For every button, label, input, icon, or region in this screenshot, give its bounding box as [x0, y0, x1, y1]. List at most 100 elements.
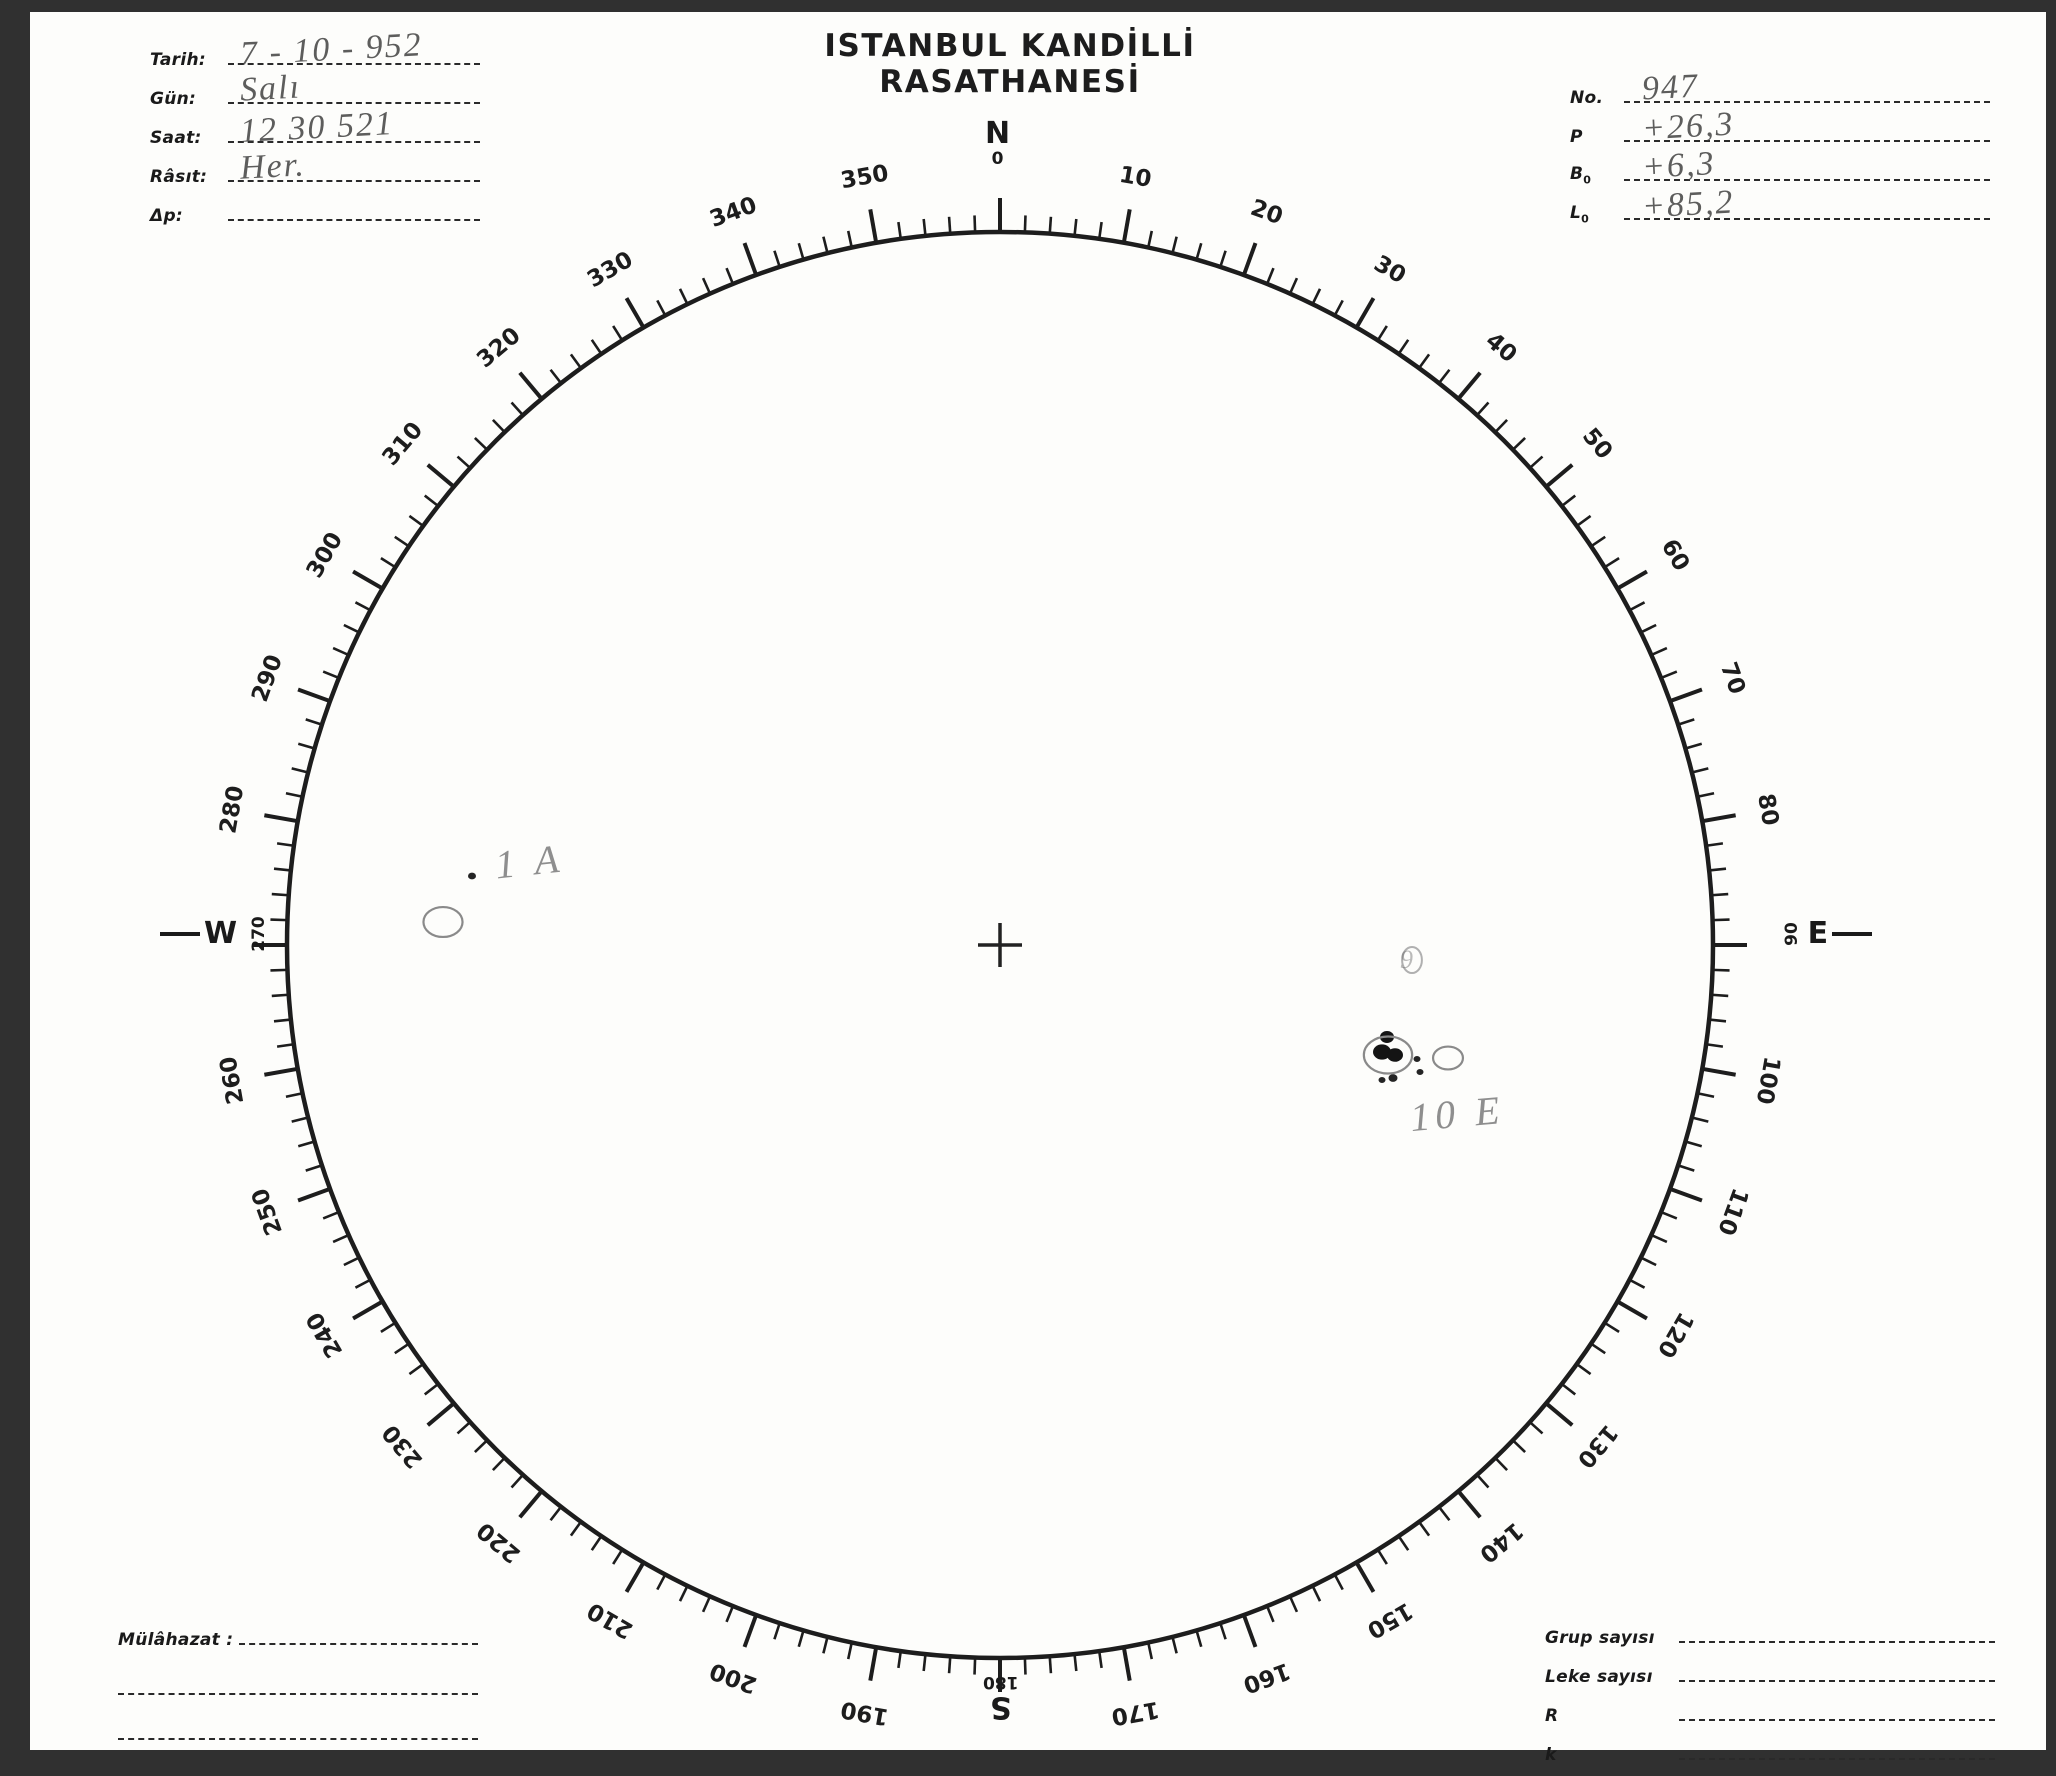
degree-label: 240	[302, 1307, 349, 1362]
scale-tick-minor	[394, 535, 410, 548]
observation-field-input[interactable]	[228, 140, 480, 143]
scale-tick-minor	[270, 918, 288, 922]
scale-tick-minor	[822, 236, 829, 254]
scale-tick-major	[264, 813, 299, 824]
scale-tick-minor	[1697, 791, 1715, 799]
degree-label: 120	[1652, 1307, 1699, 1362]
scale-tick-minor	[1437, 1506, 1451, 1522]
observation-field-input[interactable]	[228, 62, 480, 65]
scale-tick-minor	[456, 455, 472, 469]
scale-tick-minor	[1376, 325, 1388, 342]
solar-parameter-input[interactable]	[1624, 178, 1990, 181]
center-crosshair	[978, 923, 1022, 967]
scale-tick-minor	[456, 1421, 472, 1435]
count-field-input[interactable]	[1679, 1757, 1995, 1760]
scale-tick-minor	[322, 670, 340, 680]
observation-field-input[interactable]	[228, 101, 480, 104]
scale-tick-minor	[947, 216, 952, 234]
scale-tick-minor	[1073, 218, 1078, 237]
scale-tick-minor	[1697, 1091, 1715, 1099]
scale-tick-minor	[1650, 1233, 1668, 1244]
cardinal-east-letter: E	[1807, 916, 1829, 951]
scale-tick-minor	[1494, 418, 1509, 434]
sunspot-group-10e	[1362, 1031, 1465, 1083]
page-title: ISTANBUL KANDİLLİ RASATHANESİ	[824, 28, 1196, 100]
observation-field-label: Gün:	[150, 89, 197, 109]
scale-tick-minor	[473, 1439, 489, 1454]
count-field-input[interactable]	[1679, 1718, 1995, 1721]
observation-field-input[interactable]	[228, 218, 480, 221]
degree-scale	[253, 198, 1747, 1692]
scale-tick-major	[1544, 1401, 1574, 1427]
scale-tick-minor	[1705, 842, 1724, 848]
pore-spot	[1413, 1056, 1421, 1062]
scale-tick-minor	[922, 1653, 927, 1672]
degree-label: 220	[472, 1517, 525, 1568]
east-tick-dash	[1832, 932, 1873, 937]
observation-field-label: Δp:	[150, 206, 184, 226]
scale-tick-minor	[846, 1642, 854, 1660]
count-field-input[interactable]	[1679, 1640, 1995, 1643]
sunspot-label-10e: 10 E	[1408, 1086, 1507, 1141]
scale-tick-minor	[1397, 1535, 1410, 1551]
scale-tick-minor	[569, 353, 582, 369]
degree-label: 20	[1247, 195, 1286, 230]
scale-tick-minor	[1023, 215, 1027, 233]
scale-tick-minor	[1528, 1421, 1544, 1435]
scale-tick-minor	[1590, 1342, 1606, 1355]
observation-field-label: Râsıt:	[150, 167, 208, 187]
remarks-input[interactable]	[239, 1642, 478, 1645]
scale-tick-minor	[1219, 250, 1227, 268]
scale-tick-minor	[1705, 1042, 1724, 1048]
pore-spot	[1378, 1077, 1386, 1083]
scale-tick-minor	[1023, 1657, 1027, 1675]
scale-tick-minor	[1650, 646, 1668, 657]
west-tick-dash	[160, 932, 200, 937]
solar-parameter-input[interactable]	[1624, 217, 1990, 220]
scale-tick-major	[352, 1299, 384, 1321]
degree-label: 150	[1362, 1597, 1417, 1644]
solar-parameter-input[interactable]	[1624, 139, 1990, 142]
scale-tick-minor	[701, 277, 712, 295]
scale-tick-minor	[354, 1278, 372, 1289]
degree-label: 230	[377, 1419, 428, 1472]
observation-field-input[interactable]	[228, 179, 480, 182]
scale-tick-minor	[1397, 339, 1410, 355]
scale-tick-minor	[291, 1116, 309, 1123]
degree-label: 140	[1474, 1517, 1527, 1568]
remarks-line-2[interactable]	[118, 1692, 478, 1695]
scale-tick-minor	[1677, 1164, 1695, 1172]
scale-tick-minor	[423, 1382, 439, 1396]
remarks-line-3[interactable]	[118, 1737, 478, 1740]
scale-tick-major	[297, 1186, 331, 1203]
scale-tick-major	[1701, 1066, 1736, 1077]
scale-tick-minor	[380, 557, 397, 569]
count-field-label: Leke sayısı	[1545, 1667, 1653, 1687]
scale-tick-minor	[1708, 1018, 1727, 1023]
scale-tick-minor	[380, 1321, 397, 1333]
count-field-label: Grup sayısı	[1545, 1628, 1655, 1648]
scale-tick-minor	[1418, 1521, 1431, 1537]
count-field-row: R	[1545, 1696, 1995, 1726]
solar-parameter-input[interactable]	[1624, 100, 1990, 103]
scale-tick-major	[624, 297, 646, 329]
scale-tick-minor	[343, 1256, 360, 1267]
scale-tick-minor	[1265, 1605, 1275, 1623]
solar-parameters-form: No. 947 P +26,3 B0 +6,3 L0 +85,2	[1570, 68, 1990, 234]
degree-label: 200	[706, 1657, 760, 1698]
scale-tick-minor	[510, 1473, 524, 1489]
scale-tick-minor	[701, 1595, 712, 1613]
scale-tick-minor	[343, 623, 360, 634]
scale-tick-minor	[1603, 1321, 1620, 1333]
observation-field-label: Saat:	[150, 128, 202, 148]
scale-tick-minor	[1311, 288, 1322, 305]
disc-limb	[284, 229, 1716, 1661]
observation-field-row: Saat: 12 30 521	[150, 105, 480, 150]
cardinal-east: 90 E	[1780, 916, 1873, 951]
cardinal-south-letter: S	[989, 1689, 1012, 1725]
count-field-row: k	[1545, 1735, 1995, 1765]
count-field-input[interactable]	[1679, 1679, 1995, 1682]
remarks-label: Mülâhazat :	[118, 1630, 234, 1650]
solar-parameter-row: No. 947	[1570, 68, 1990, 108]
scale-tick-major	[518, 1489, 544, 1519]
